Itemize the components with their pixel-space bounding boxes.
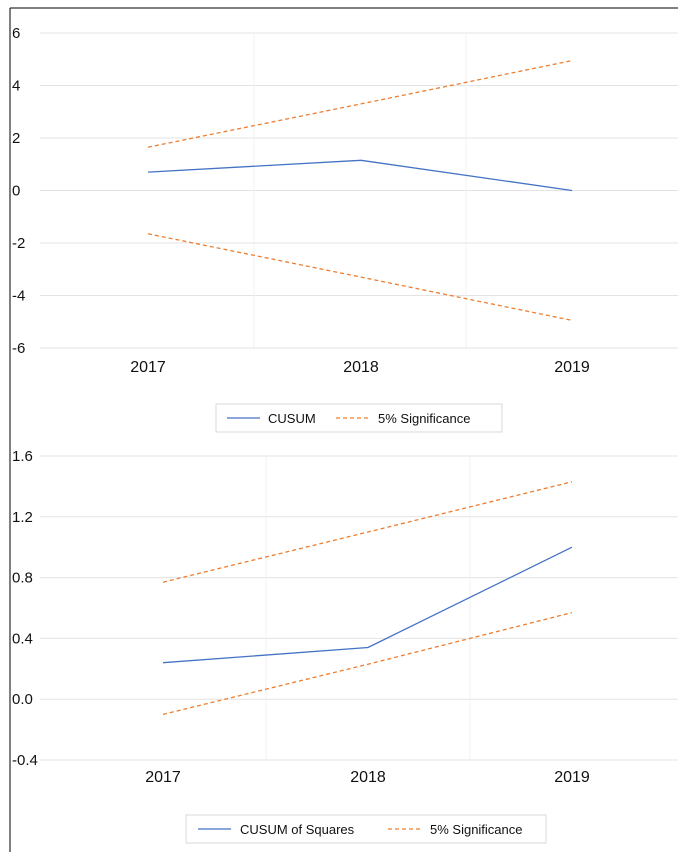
- y-tick-label: -4: [12, 288, 25, 305]
- x-tick-label: 2018: [343, 359, 379, 376]
- y-tick-label: 0.4: [12, 630, 33, 647]
- significance-bound-line: [162, 481, 573, 583]
- y-tick-label: -0.4: [12, 752, 38, 769]
- legend-label: CUSUM: [268, 411, 316, 426]
- legend-label: 5% Significance: [430, 822, 523, 837]
- x-tick-label: 2018: [350, 769, 386, 786]
- y-tick-label: 0.0: [12, 691, 33, 708]
- cusum-series-line: [162, 546, 573, 664]
- y-tick-label: 6: [12, 25, 20, 42]
- legend: CUSUM 5% Significance: [215, 403, 503, 433]
- y-tick-label: 4: [12, 78, 20, 95]
- significance-bound-line: [147, 233, 573, 322]
- cusum-of-squares-chart: 1.6 1.2 0.8 0.4 0.0 -0.4 2017 2018 2019 CUSUM of …: [12, 448, 678, 844]
- x-tick-label: 2017: [130, 359, 166, 376]
- legend-label: 5% Significance: [378, 411, 471, 426]
- legend: CUSUM of Squares 5% Significance: [185, 814, 547, 844]
- significance-bound-line: [147, 59, 573, 148]
- legend-label: CUSUM of Squares: [240, 822, 355, 837]
- y-tick-label: -6: [12, 340, 25, 357]
- x-tick-label: 2019: [554, 359, 590, 376]
- y-tick-label: 1.2: [12, 509, 33, 526]
- y-tick-label: 0: [12, 183, 20, 200]
- y-tick-label: 1.6: [12, 448, 33, 465]
- y-tick-label: 2: [12, 130, 20, 147]
- y-tick-label: 0.8: [12, 570, 33, 587]
- x-tick-label: 2019: [554, 769, 590, 786]
- cusum-chart: 6 4 2 0 -2 -4 -6 2017 2018 2019 CUSUM 5% Significan…: [12, 25, 678, 433]
- cusum-series-line: [147, 159, 573, 192]
- x-tick-label: 2017: [145, 769, 181, 786]
- legend-box: [185, 814, 547, 844]
- significance-bound-line: [162, 611, 573, 716]
- y-tick-label: -2: [12, 235, 25, 252]
